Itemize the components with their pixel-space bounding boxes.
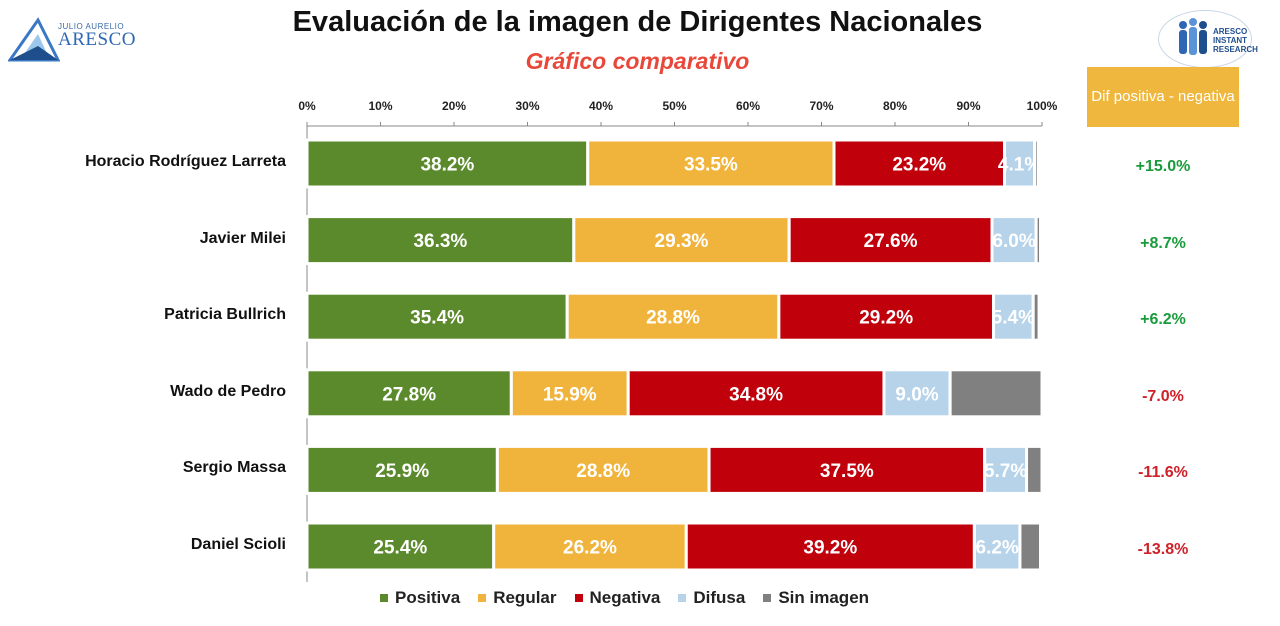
x-tick-label: 60% <box>736 99 760 113</box>
bar-segment <box>832 138 1007 189</box>
x-tick-label: 70% <box>809 99 833 113</box>
data-label: 27.6% <box>864 231 918 252</box>
logo-research-line-3: RESEARCH <box>1213 45 1258 54</box>
bar-segment <box>1034 215 1043 266</box>
data-label: 6.2% <box>976 538 1019 559</box>
aresco-logo: JULIO AURELIO ARESCO <box>8 16 138 66</box>
legend-swatch <box>574 594 583 602</box>
data-label: 9.0% <box>895 384 938 405</box>
data-label: 5.4% <box>992 308 1035 329</box>
dif-column-header: Dif positiva - negativa <box>1087 67 1239 127</box>
data-label: 34.8% <box>729 384 783 405</box>
bar-segment <box>1031 291 1041 342</box>
legend-swatch <box>380 594 388 602</box>
data-label: 5.7% <box>984 461 1027 482</box>
x-tick-label: 20% <box>442 99 466 113</box>
x-tick-label: 30% <box>515 99 539 113</box>
logo-research-text: ARESCO INSTANT RESEARCH <box>1213 27 1258 54</box>
chart-subtitle: Gráfico comparativo <box>525 48 750 74</box>
x-tick-label: 90% <box>956 99 980 113</box>
bar-segment <box>1018 521 1043 572</box>
data-label: 28.8% <box>576 461 630 482</box>
dif-value: -7.0% <box>1142 387 1184 405</box>
data-label: 38.2% <box>420 155 474 176</box>
bar-segment <box>305 368 513 419</box>
chart-legend: Positiva Regular Negativa Difusa Sin imagen <box>380 587 887 609</box>
legend-swatch <box>478 594 487 602</box>
bar-segment <box>305 215 576 266</box>
data-label: 29.3% <box>655 231 709 252</box>
bar-segment <box>492 521 688 572</box>
bar-segment <box>948 368 1044 419</box>
category-label: Sergio Massa <box>182 459 286 477</box>
category-label: Wado de Pedro <box>170 382 286 400</box>
legend-label: Regular <box>493 588 557 607</box>
data-label: 28.8% <box>646 308 700 329</box>
bar-segment <box>305 138 590 189</box>
legend-swatch <box>763 594 772 602</box>
data-label: 35.4% <box>410 308 464 329</box>
data-label: 25.4% <box>373 538 427 559</box>
category-label: Daniel Scioli <box>190 536 286 553</box>
chart-title: Evaluación de la imagen de Dirigentes Na… <box>292 6 983 38</box>
logo-big-text: ARESCO <box>58 29 136 50</box>
category-label: Javier Milei <box>199 229 286 247</box>
legend-label: Difusa <box>693 588 746 607</box>
bar-segment <box>565 291 781 342</box>
bar-segment <box>305 291 569 342</box>
aresco-research-logo: ARESCO INSTANT RESEARCH <box>1158 10 1258 68</box>
data-label: 39.2% <box>803 538 857 559</box>
data-label: 15.9% <box>543 384 597 405</box>
bar-segment <box>777 291 995 342</box>
bar-segment <box>1033 138 1040 189</box>
bar-segment <box>626 368 886 419</box>
data-label: 29.2% <box>859 308 913 329</box>
x-tick-label: 80% <box>883 99 907 113</box>
data-label: 27.8% <box>382 384 436 405</box>
category-label: Horacio Rodríguez Larreta <box>85 153 286 170</box>
bar-segment <box>991 291 1035 342</box>
legend-item: Negativa <box>574 588 661 608</box>
bar-segment <box>1025 444 1044 495</box>
x-tick-label: 10% <box>368 99 392 113</box>
dif-value: -13.8% <box>1137 541 1189 558</box>
data-label: 37.5% <box>820 461 874 482</box>
bar-segment <box>572 215 791 266</box>
dif-value: +8.7% <box>1140 234 1186 252</box>
people-icon <box>1179 18 1207 55</box>
data-label: 6.0% <box>992 231 1035 252</box>
bar-segment <box>684 521 976 572</box>
data-label: 36.3% <box>413 231 467 252</box>
legend-item: Regular <box>478 588 557 608</box>
data-label: 4.1% <box>998 155 1041 176</box>
legend-label: Negativa <box>589 588 661 607</box>
category-label: Patricia Bullrich <box>164 306 286 324</box>
x-tick-label: 50% <box>662 99 686 113</box>
logo-research-line-2: INSTANT <box>1213 36 1248 45</box>
logo-small-text: JULIO AURELIO <box>58 22 125 31</box>
dif-value: +6.2% <box>1140 311 1186 329</box>
x-tick-label: 0% <box>298 99 316 113</box>
logo-research-line-1: ARESCO <box>1213 27 1248 36</box>
legend-label: Sin imagen <box>778 588 870 607</box>
bar-segment <box>882 368 952 419</box>
legend-label: Positiva <box>395 588 461 607</box>
data-label: 23.2% <box>892 155 946 176</box>
x-tick-label: 40% <box>589 99 613 113</box>
data-label: 26.2% <box>563 538 617 559</box>
triangle-logo-icon <box>8 17 60 62</box>
legend-item: Sin imagen <box>763 588 869 608</box>
legend-item: Positiva <box>380 588 460 608</box>
dif-value: +15.0% <box>1135 158 1191 175</box>
data-label: 25.9% <box>375 461 429 482</box>
dif-value: -11.6% <box>1138 464 1188 482</box>
x-tick-label: 100% <box>1027 99 1058 113</box>
legend-item: Difusa <box>678 588 745 608</box>
data-label: 33.5% <box>684 155 738 176</box>
legend-swatch <box>678 594 687 602</box>
